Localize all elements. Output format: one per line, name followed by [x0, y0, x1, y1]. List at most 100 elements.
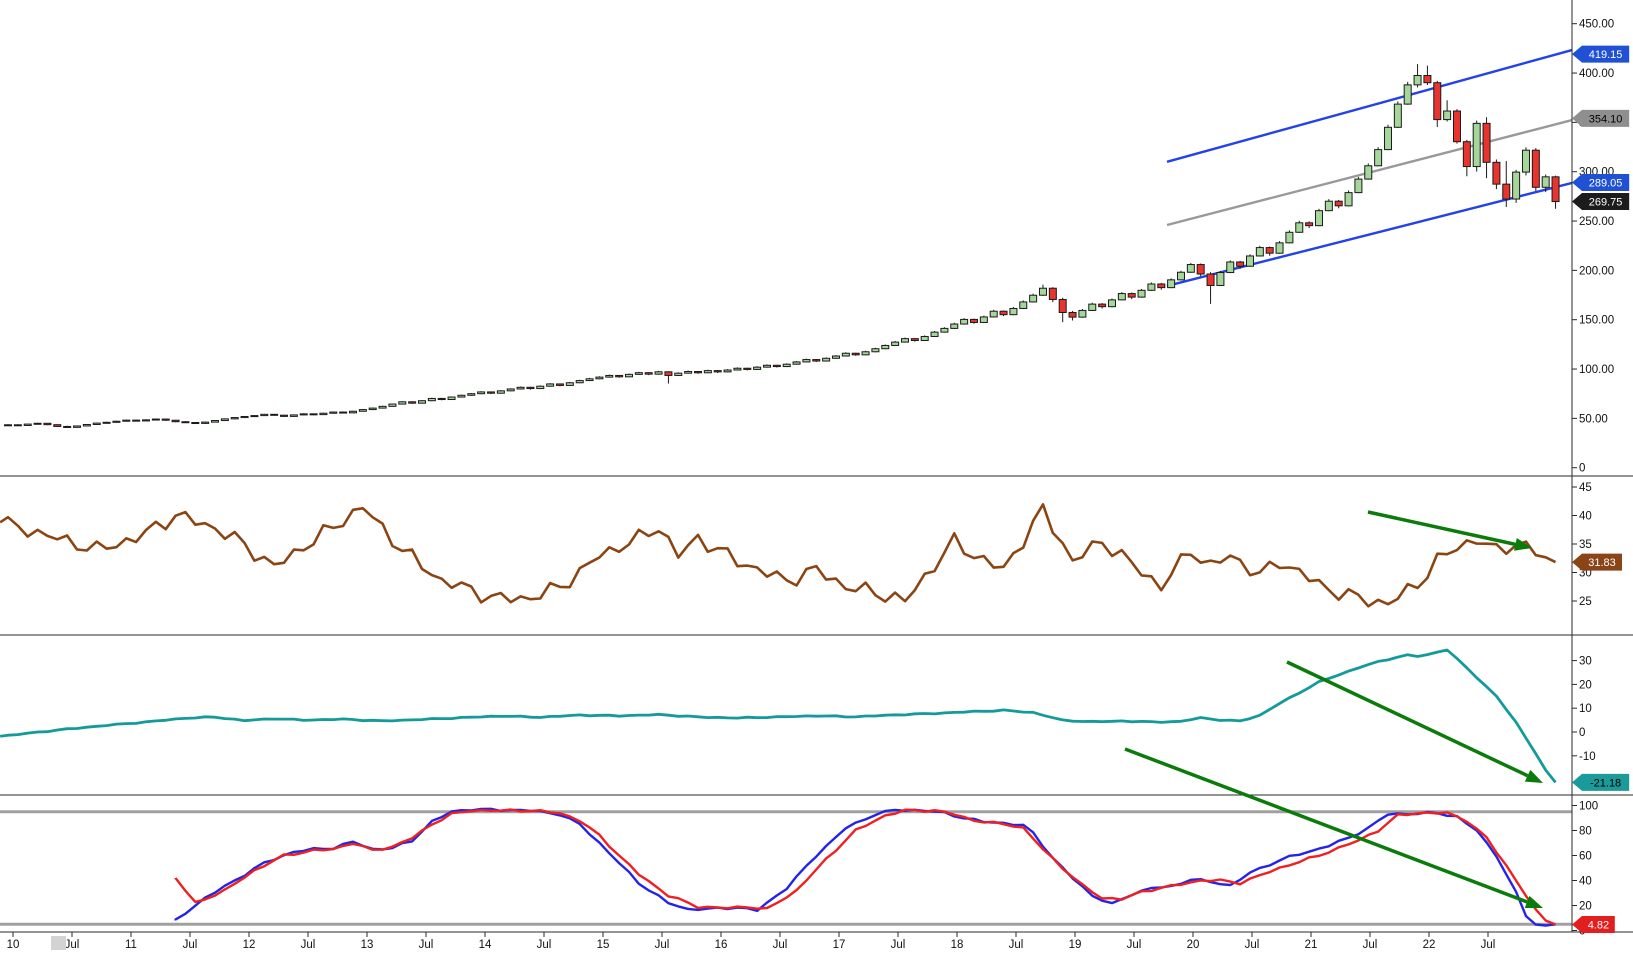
candle-down — [1423, 74, 1432, 84]
candle-up — [733, 367, 742, 371]
candle-down — [270, 413, 279, 416]
candle-up — [1019, 301, 1028, 309]
candle-down — [1058, 298, 1067, 313]
time-tick-label: Jul — [537, 939, 552, 951]
candle-down — [1305, 222, 1314, 227]
candle-up — [388, 403, 397, 407]
candle-up — [920, 335, 929, 342]
candle-down — [1098, 303, 1107, 308]
time-tick-label: 21 — [1305, 939, 1318, 951]
candle-up — [447, 396, 456, 401]
candle-down — [851, 352, 860, 356]
candle-up — [1354, 178, 1363, 194]
time-tick-label: Jul — [65, 939, 80, 951]
price-label-badge-text: 31.83 — [1588, 557, 1616, 569]
candle-down — [408, 401, 417, 404]
candle-down — [1433, 82, 1442, 121]
price-label-badge-text: 419.15 — [1589, 49, 1623, 61]
candle-down — [713, 370, 722, 373]
candle-down — [181, 421, 190, 424]
time-tick-label: Jul — [1245, 939, 1260, 951]
candle-up — [319, 412, 328, 416]
candle-up — [753, 366, 762, 370]
candle-up — [841, 352, 850, 357]
price-tick-label: 20 — [1579, 901, 1592, 913]
candle-down — [132, 419, 141, 422]
annotation-arrow[interactable] — [1367, 510, 1516, 547]
time-tick-label: Jul — [1481, 939, 1496, 951]
candle-down — [63, 425, 72, 428]
pane-dividers — [0, 475, 1633, 933]
candle-down — [486, 391, 495, 394]
annotation-arrowhead — [1524, 895, 1543, 909]
candle-up — [1275, 242, 1284, 254]
candle-down — [555, 383, 564, 386]
candle-up — [1216, 272, 1225, 286]
candle-up — [782, 363, 791, 368]
candle-up — [1295, 222, 1304, 233]
candle-up — [329, 411, 338, 414]
time-tick-label: Jul — [891, 939, 906, 951]
price-tick-label: 45 — [1579, 482, 1592, 494]
price-tick-label: 450.00 — [1579, 19, 1614, 31]
candle-down — [191, 422, 200, 425]
indicator-pane-3 — [0, 807, 1572, 927]
annotation-arrow[interactable] — [1286, 660, 1529, 778]
candle-up — [289, 414, 298, 417]
time-tick-label: 15 — [597, 939, 610, 951]
candle-up — [684, 370, 693, 374]
candle-down — [13, 424, 22, 427]
candle-down — [1492, 161, 1501, 185]
candle-up — [1314, 210, 1323, 227]
candle-up — [1137, 289, 1146, 298]
price-tick-label: -10 — [1579, 751, 1596, 763]
candle-down — [1502, 183, 1511, 200]
candle-down — [969, 318, 978, 323]
channel-lower[interactable] — [1166, 181, 1573, 288]
time-tick-label: Jul — [1363, 939, 1378, 951]
candle-up — [260, 413, 269, 417]
time-axis[interactable]: 10 Jul 11 Jul 12 Jul 13 Jul 14 Jul 15 Jul 16 Jul 17 Jul… — [7, 932, 1496, 951]
candle-up — [4, 424, 12, 427]
price-badges: 419.15 354.10 289.05 269.75 31.83 -21.18 4.82 — [1572, 45, 1630, 933]
candle-up — [1393, 103, 1402, 128]
candle-down — [772, 364, 781, 368]
indicator1-line — [0, 503, 1557, 608]
candle-down — [1334, 200, 1343, 207]
price-tick-label: 100.00 — [1579, 364, 1614, 376]
time-tick-label: 14 — [479, 939, 492, 951]
candle-up — [230, 417, 239, 420]
candle-down — [1551, 176, 1560, 203]
candle-down — [664, 371, 673, 376]
candle-up — [1255, 247, 1264, 257]
channel-upper[interactable] — [1166, 48, 1573, 163]
price-tick-label: 0 — [1579, 727, 1585, 739]
price-label-badge-text: 289.05 — [1589, 178, 1623, 190]
candle-up — [536, 385, 545, 390]
candle-up — [575, 380, 584, 384]
candle-up — [1245, 255, 1254, 267]
candle-up — [1344, 192, 1353, 207]
candle-up — [822, 357, 831, 362]
time-tick-label: Jul — [773, 939, 788, 951]
candle-up — [427, 397, 436, 402]
price-tick-label: 80 — [1579, 826, 1592, 838]
candle-up — [1443, 110, 1452, 121]
annotation-arrow[interactable] — [1124, 747, 1528, 904]
price-label-badge — [1572, 193, 1630, 211]
price-tick-label: 60 — [1579, 851, 1592, 863]
candle-up — [1009, 307, 1018, 316]
candle-up — [417, 400, 426, 404]
candle-down — [1068, 311, 1077, 318]
price-label-badge-text: 354.10 — [1589, 113, 1623, 125]
candle-up — [802, 359, 811, 363]
candle-up — [1226, 261, 1235, 274]
candle-up — [299, 413, 308, 416]
price-label-badge-text: -21.18 — [1590, 777, 1621, 789]
candle-up — [1078, 309, 1087, 318]
candle-up — [151, 418, 160, 421]
candle-up — [1521, 149, 1530, 173]
candle-up — [467, 393, 476, 396]
candle-up — [378, 405, 387, 409]
